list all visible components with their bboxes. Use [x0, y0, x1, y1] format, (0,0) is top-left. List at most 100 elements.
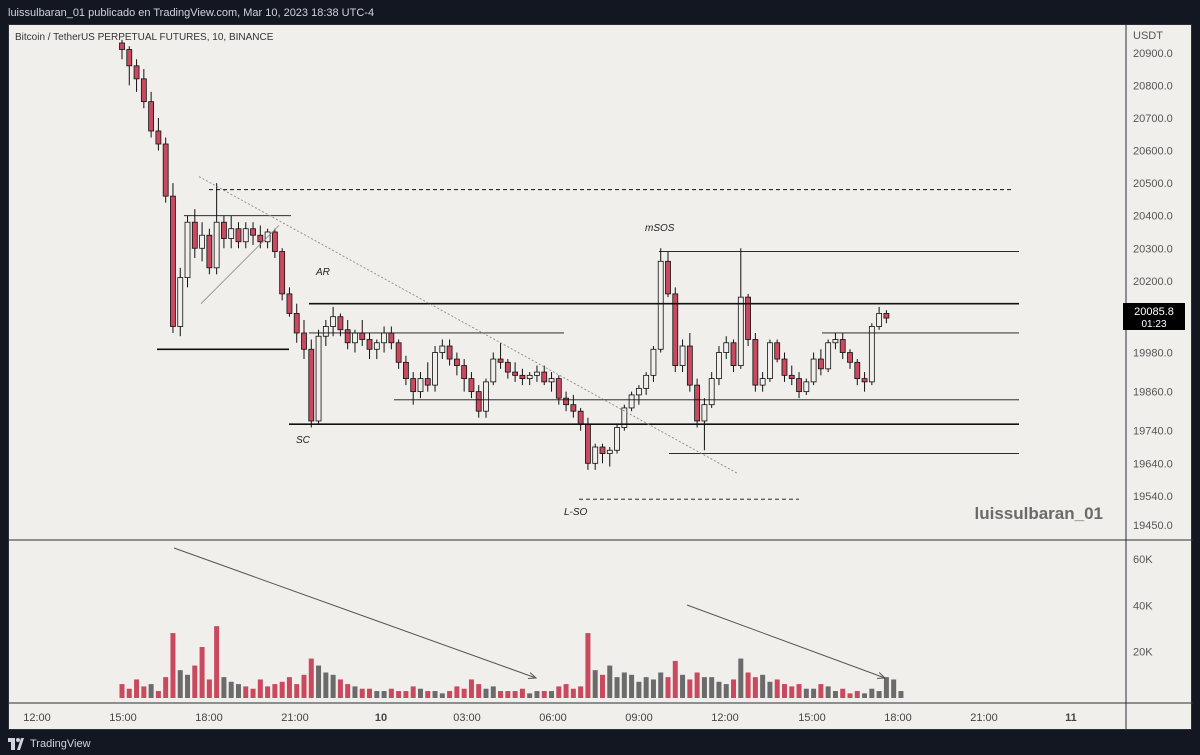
- candle-body: [119, 42, 125, 50]
- candle-body: [199, 234, 205, 249]
- candle-body: [621, 407, 628, 428]
- volume-downtrend-arrow-1-head: [527, 672, 538, 679]
- volume-bar: [774, 679, 780, 698]
- candle-body: [599, 446, 606, 454]
- volume-bar: [891, 679, 897, 698]
- candle-body: [672, 293, 679, 366]
- annotation-sc: SC: [296, 435, 311, 446]
- volume-bar: [898, 691, 904, 698]
- volume-bar: [556, 686, 562, 698]
- volume-bar: [629, 674, 635, 698]
- volume-bar: [781, 684, 787, 698]
- volume-tick-label: 40K: [1133, 600, 1153, 612]
- volume-bar: [840, 688, 846, 698]
- candle-body: [228, 228, 235, 239]
- candle-body: [170, 195, 176, 327]
- volume-bar: [345, 684, 351, 698]
- volume-bar: [294, 684, 300, 698]
- volume-bar: [126, 688, 132, 698]
- volume-bar: [425, 691, 431, 698]
- volume-bar: [745, 672, 751, 698]
- volume-bar: [709, 677, 715, 698]
- candle-body: [417, 378, 424, 393]
- volume-bar: [825, 686, 831, 698]
- volume-bar: [760, 674, 766, 698]
- volume-bar: [410, 686, 416, 698]
- candle-body: [657, 260, 664, 350]
- candle-body: [439, 345, 446, 353]
- candle-body: [352, 332, 358, 344]
- volume-bar: [621, 672, 627, 698]
- candle-body: [446, 345, 453, 360]
- candle-body: [250, 228, 256, 236]
- volume-bar: [803, 688, 809, 698]
- volume-bar: [396, 691, 402, 698]
- candle-body: [628, 394, 635, 409]
- volume-bar: [614, 677, 620, 698]
- volume-bar: [403, 691, 409, 698]
- tradingview-logo[interactable]: TradingView: [8, 735, 91, 753]
- candle-body: [548, 378, 555, 383]
- volume-bar: [789, 686, 795, 698]
- volume-bar: [228, 681, 234, 698]
- volume-bar: [483, 688, 489, 698]
- candle-body: [337, 316, 344, 331]
- time-tick-label: 15:00: [109, 712, 137, 724]
- candle-body: [635, 387, 642, 396]
- volume-bar: [235, 684, 241, 698]
- chart-panel[interactable]: 20900.0 20800.0 20700.0 20600.0 20500.0 20400…: [8, 24, 1193, 731]
- volume-bar: [847, 693, 853, 698]
- downtrend-line: [198, 176, 738, 474]
- candle-body: [781, 358, 788, 376]
- candle-body: [366, 339, 373, 350]
- volume-bar: [738, 658, 744, 698]
- tradingview-brand: TradingView: [30, 738, 91, 750]
- volume-downtrend-arrow-2-head: [876, 672, 887, 679]
- candle-body: [767, 342, 773, 380]
- volume-downtrend-arrow-1: [173, 547, 537, 679]
- candle-body: [395, 342, 402, 363]
- volume-bar: [454, 686, 460, 698]
- candle-body: [468, 378, 475, 393]
- volume-bar: [272, 684, 278, 698]
- volume-bar: [570, 688, 576, 698]
- volume-bar: [767, 681, 773, 698]
- volume-bar: [752, 677, 758, 698]
- candle-body: [825, 342, 832, 370]
- candle-body: [854, 361, 861, 380]
- price-tick-label: 20400.0: [1133, 211, 1173, 223]
- candle-body: [606, 449, 613, 454]
- candle-body: [424, 378, 431, 386]
- volume-bar: [869, 688, 875, 698]
- volume-bar: [519, 688, 525, 698]
- volume-bar: [498, 691, 504, 698]
- volume-bar: [731, 679, 737, 698]
- time-tick-label: 12:00: [23, 712, 51, 724]
- price-tick-label: 19980.0: [1133, 348, 1173, 360]
- candle-body: [774, 342, 781, 360]
- volume-bar: [155, 691, 161, 698]
- candle-body: [730, 342, 737, 366]
- candle-body: [512, 371, 519, 376]
- candle-body: [555, 378, 562, 399]
- candle-body: [286, 293, 293, 314]
- volume-bar: [119, 684, 125, 698]
- candle-body: [643, 374, 650, 389]
- volume-bar: [876, 691, 882, 698]
- candle-body: [373, 342, 380, 350]
- time-tick-label: 03:00: [453, 712, 481, 724]
- volume-bar: [243, 686, 249, 698]
- candle-body: [650, 348, 657, 376]
- candle-body: [461, 365, 468, 380]
- candle-body: [796, 378, 802, 393]
- candle-body: [694, 384, 701, 422]
- volume-bar: [549, 691, 555, 698]
- candle-body: [126, 49, 133, 67]
- chart-svg[interactable]: 20900.0 20800.0 20700.0 20600.0 20500.0 20400…: [9, 25, 1193, 731]
- volume-bar: [592, 670, 598, 698]
- volume-bar: [432, 691, 438, 698]
- candle-body: [759, 378, 766, 386]
- candle-body: [206, 234, 213, 269]
- volume-bar: [301, 674, 307, 698]
- candle-body: [475, 391, 482, 412]
